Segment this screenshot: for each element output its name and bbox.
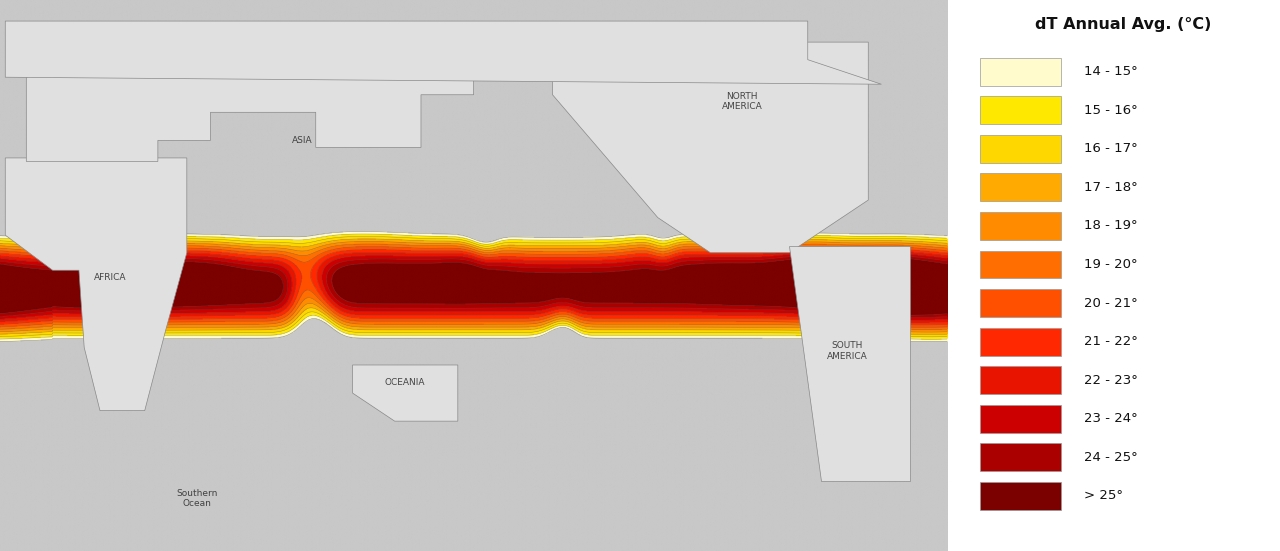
FancyBboxPatch shape [979, 405, 1061, 433]
FancyBboxPatch shape [979, 289, 1061, 317]
Text: AFRICA: AFRICA [95, 273, 127, 282]
Polygon shape [5, 158, 187, 410]
Text: 23 - 24°: 23 - 24° [1084, 412, 1138, 425]
FancyBboxPatch shape [979, 96, 1061, 124]
Text: 20 - 21°: 20 - 21° [1084, 296, 1138, 310]
FancyBboxPatch shape [979, 174, 1061, 201]
Text: Southern
Ocean: Southern Ocean [177, 489, 218, 508]
Text: 14 - 15°: 14 - 15° [1084, 65, 1138, 78]
Text: 17 - 18°: 17 - 18° [1084, 181, 1138, 194]
FancyBboxPatch shape [979, 328, 1061, 355]
Text: 16 - 17°: 16 - 17° [1084, 142, 1138, 155]
Text: > 25°: > 25° [1084, 489, 1123, 503]
Text: dT Annual Avg. (°C): dT Annual Avg. (°C) [1036, 17, 1211, 31]
FancyBboxPatch shape [979, 251, 1061, 278]
Text: NORTH
AMERICA: NORTH AMERICA [722, 92, 763, 111]
Text: ASIA: ASIA [292, 136, 312, 145]
FancyBboxPatch shape [979, 58, 1061, 85]
Text: 18 - 19°: 18 - 19° [1084, 219, 1138, 233]
Polygon shape [790, 246, 910, 481]
FancyBboxPatch shape [979, 444, 1061, 471]
FancyBboxPatch shape [979, 482, 1061, 510]
Text: 19 - 20°: 19 - 20° [1084, 258, 1138, 271]
Polygon shape [553, 42, 868, 253]
Text: 22 - 23°: 22 - 23° [1084, 374, 1138, 387]
Text: OCEANIA: OCEANIA [385, 378, 425, 387]
Polygon shape [352, 365, 458, 421]
Text: 21 - 22°: 21 - 22° [1084, 335, 1138, 348]
FancyBboxPatch shape [979, 366, 1061, 394]
Text: SOUTH
AMERICA: SOUTH AMERICA [827, 341, 868, 361]
Text: 24 - 25°: 24 - 25° [1084, 451, 1138, 464]
Polygon shape [5, 21, 882, 84]
Polygon shape [27, 42, 474, 161]
FancyBboxPatch shape [979, 135, 1061, 163]
FancyBboxPatch shape [979, 212, 1061, 240]
Text: 15 - 16°: 15 - 16° [1084, 104, 1138, 117]
